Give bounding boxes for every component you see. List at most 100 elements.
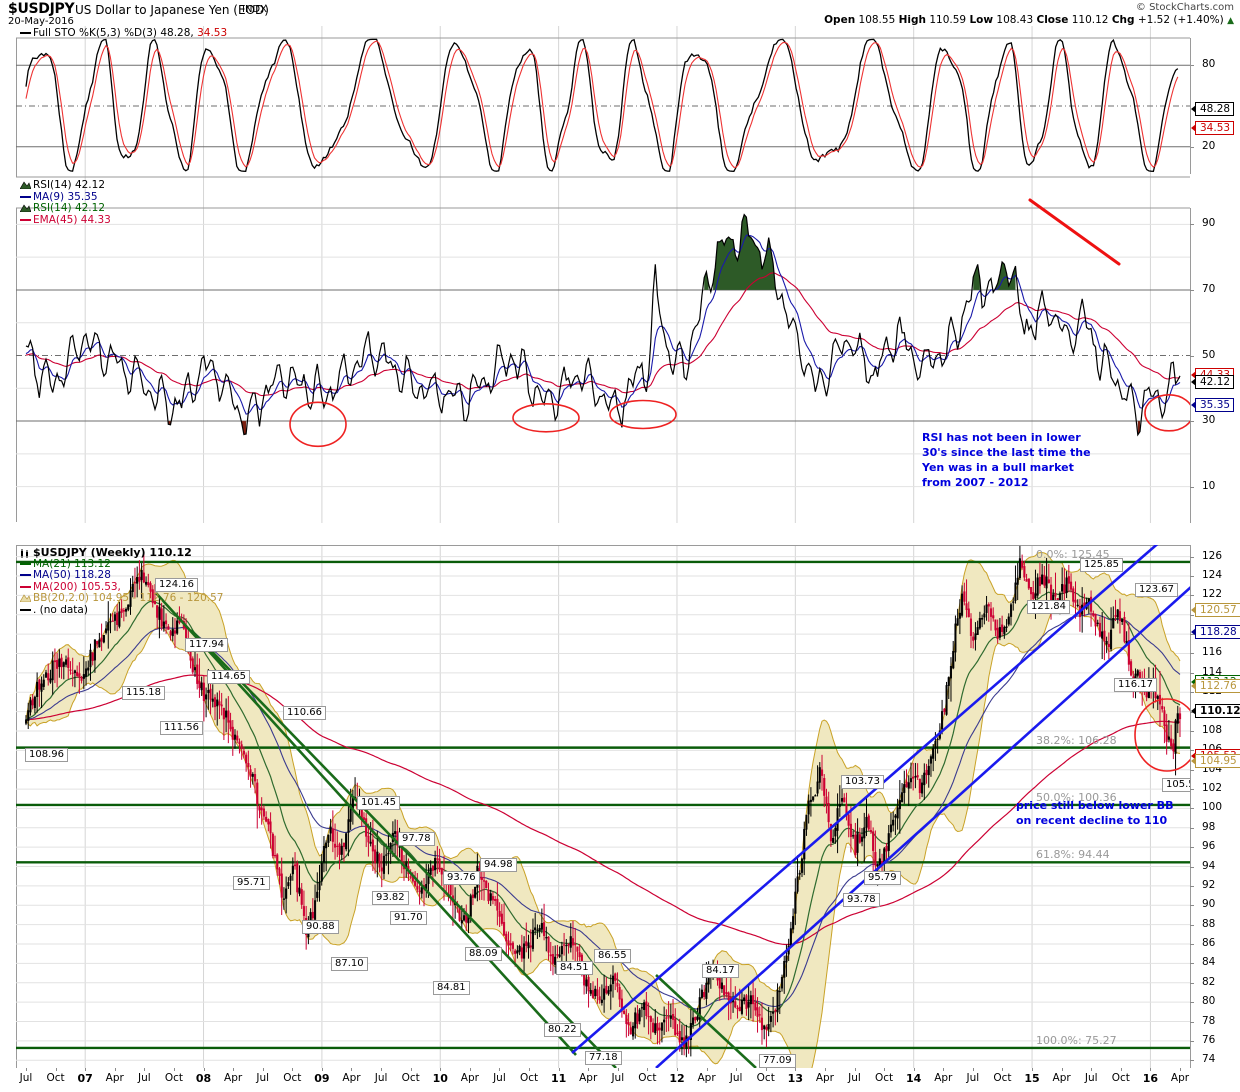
- xaxis-tickmark: [1002, 1068, 1004, 1071]
- xaxis-month-label: Apr: [815, 1072, 835, 1084]
- xaxis-month-label: Apr: [697, 1072, 716, 1084]
- price-point-label: 77.09: [759, 1054, 796, 1068]
- xaxis-month-label: Oct: [164, 1072, 184, 1084]
- nodata-line-swatch: [20, 608, 31, 611]
- price-legend-row: MA(50) 118.28: [20, 569, 223, 582]
- price-point-label: 88.09: [465, 947, 502, 961]
- xaxis-month-label: Oct: [638, 1072, 657, 1084]
- price-panel: 0.0%: 125.45 38.2%: 106.28 50.0%: 100.36 61…: [0, 523, 1240, 1068]
- xaxis-tickmark: [795, 1068, 797, 1071]
- price-legend-row: . (no data): [20, 604, 223, 617]
- xaxis-month-label: Oct: [875, 1072, 894, 1084]
- stochastic-plot-area: [16, 26, 1190, 178]
- rsi-tickmark: [1190, 289, 1194, 291]
- price-point-label: 110.66: [283, 706, 326, 720]
- price-tickmark: [1190, 614, 1194, 616]
- xaxis-month-label: Jul: [848, 1072, 861, 1084]
- rsi-annotation-text: RSI has not been in lower 30's since the …: [922, 430, 1091, 490]
- xaxis-month-label: Jul: [256, 1072, 270, 1084]
- rsi-ema-line-swatch: [20, 218, 31, 221]
- price-legend-row: MA(21) 113.12: [20, 557, 223, 571]
- price-tickmark: [1190, 750, 1194, 752]
- price-tick-124: 124: [1202, 568, 1223, 581]
- price-tick-76: 76: [1202, 1033, 1216, 1046]
- price-annotation-line: on recent decline to 110: [1016, 814, 1168, 827]
- xaxis-tickmark: [824, 1068, 826, 1071]
- rsi-value-flag: 35.35: [1190, 397, 1235, 412]
- price-point-label: 84.51: [556, 961, 593, 975]
- xaxis-tickmark: [647, 1068, 649, 1071]
- xaxis-month-label: Jul: [966, 1072, 980, 1084]
- price-point-label: 124.16: [155, 578, 198, 592]
- xaxis-year-label: 09: [314, 1072, 330, 1085]
- price-tick-80: 80: [1202, 995, 1216, 1008]
- rsi-annotation-line: RSI has not been in lower: [922, 431, 1081, 444]
- xaxis-month-label: Apr: [460, 1072, 479, 1084]
- rsi-tick-70: 70: [1202, 282, 1216, 295]
- rsi-mountain-icon: [20, 181, 31, 189]
- price-axis-rule: [1190, 545, 1191, 1068]
- stochastic-series: [16, 26, 1190, 178]
- price-tickmark: [1190, 866, 1194, 868]
- price-legend-label: MA(21) 113.12: [33, 557, 111, 570]
- close-label: Close: [1036, 14, 1069, 26]
- price-tick-86: 86: [1202, 937, 1216, 950]
- price-point-label: 94.98: [480, 858, 517, 872]
- price-point-label: 111.56: [160, 721, 203, 735]
- rsi-tickmark: [1190, 421, 1194, 423]
- xaxis-year-label: 14: [906, 1072, 922, 1085]
- chart-header: $USDJPY US Dollar to Japanese Yen (EOD) …: [0, 0, 1240, 27]
- price-tick-96: 96: [1202, 840, 1216, 853]
- price-point-label: 87.10: [331, 957, 368, 971]
- price-tickmark: [1190, 924, 1194, 926]
- price-point-label: 115.18: [122, 686, 165, 700]
- xaxis-tickmark: [1120, 1068, 1122, 1071]
- ma50-line-swatch: [20, 574, 31, 576]
- rsi-value-flag: 42.12: [1190, 375, 1235, 390]
- price-point-label: 95.71: [233, 876, 270, 890]
- quote-date: 20-May-2016: [8, 16, 74, 27]
- price-tickmark: [1190, 944, 1194, 946]
- xaxis-year-label: 10: [432, 1072, 448, 1085]
- xaxis-tickmark: [440, 1068, 442, 1071]
- price-tickmark: [1190, 847, 1194, 849]
- rsi-ma-line-swatch: [20, 195, 31, 198]
- price-tick-122: 122: [1202, 588, 1223, 601]
- price-tick-94: 94: [1202, 859, 1216, 872]
- stochastic-right-axis: 80 20 48.28 34.53: [1190, 26, 1240, 178]
- xaxis-month-label: Apr: [342, 1072, 361, 1084]
- price-tickmark: [1190, 653, 1194, 655]
- price-point-label: 117.94: [185, 638, 228, 652]
- price-series: [16, 545, 1190, 1068]
- xaxis-tickmark: [943, 1068, 945, 1071]
- price-point-label: 114.65: [207, 670, 250, 684]
- price-tick-108: 108: [1202, 723, 1223, 736]
- xaxis-month-label: Apr: [579, 1072, 598, 1084]
- price-tickmark: [1190, 808, 1194, 810]
- price-tick-84: 84: [1202, 956, 1216, 969]
- stoch-d-value: 34.53: [197, 27, 228, 39]
- price-right-axis: 1261241221201181161141121101081061041021…: [1190, 545, 1240, 1068]
- xaxis-tickmark: [233, 1068, 235, 1071]
- rsi-legend-row: MA(9) 35.35: [20, 191, 111, 204]
- price-tick-88: 88: [1202, 917, 1216, 930]
- stoch-tick-80: 80: [1202, 58, 1216, 71]
- xaxis-tickmark: [203, 1068, 205, 1071]
- symbol-ticker: $USDJPY: [8, 1, 75, 17]
- xaxis-tickmark: [262, 1068, 264, 1071]
- stoch-tick-20: 20: [1202, 139, 1216, 152]
- price-tick-126: 126: [1202, 549, 1223, 562]
- price-legend-row: $USDJPY (Weekly) 110.12: [20, 547, 223, 559]
- price-point-label: 101.45: [357, 796, 400, 810]
- xaxis-tickmark: [144, 1068, 146, 1071]
- rsi-mountain-icon: [20, 204, 31, 212]
- price-point-label: 90.88: [302, 920, 339, 934]
- xaxis-month-label: Jul: [729, 1072, 743, 1084]
- xaxis-tickmark: [736, 1068, 738, 1071]
- stoch-axis-rule: [1190, 38, 1191, 174]
- price-tickmark: [1190, 885, 1194, 887]
- xaxis-tickmark: [765, 1068, 767, 1071]
- rsi-legend-row: RSI(14) 42.12: [20, 179, 111, 192]
- price-value-flag: 120.57: [1191, 603, 1240, 618]
- fib-level-label: 100.0%: 75.27: [1036, 1033, 1117, 1047]
